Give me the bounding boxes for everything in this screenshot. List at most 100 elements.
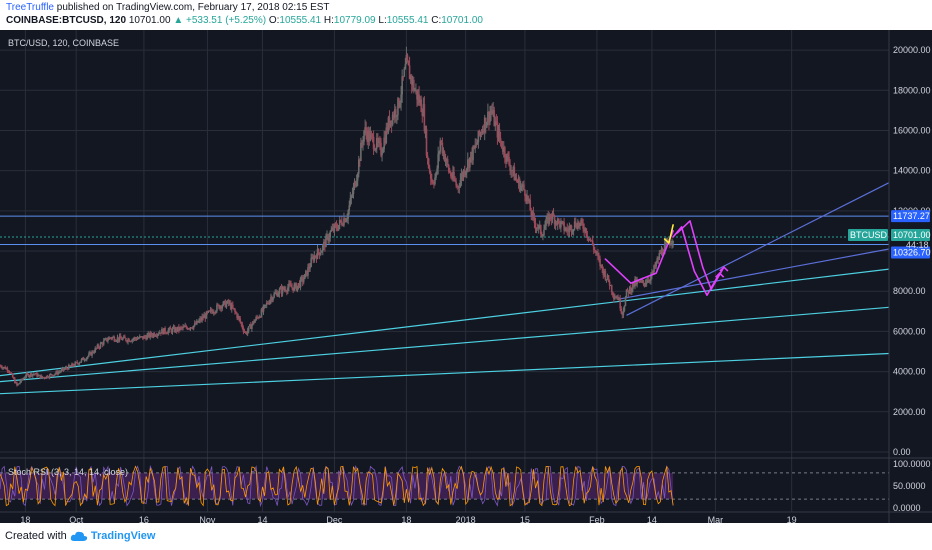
candle-body-200: [210, 309, 213, 312]
candle-body-299: [315, 256, 318, 259]
candle-body-68: [71, 363, 73, 366]
candle-body-333: [351, 193, 354, 196]
annotation-arrowhead-1: [719, 265, 729, 272]
candle-body-266: [280, 287, 283, 294]
candle-body-292: [308, 267, 310, 269]
trendline-2: [0, 268, 890, 377]
candle-body-458: [483, 117, 486, 133]
candle-body-95: [99, 343, 102, 348]
candle-body-258: [272, 297, 274, 301]
candle-body-341: [360, 142, 362, 162]
candle-body-347: [366, 133, 369, 142]
candle-body-598: [632, 282, 634, 290]
candle-body-487: [514, 177, 517, 181]
candle-body-616: [651, 271, 653, 276]
candle-body-24: [24, 376, 27, 378]
candle-body-501: [529, 199, 532, 211]
candle-body-243: [256, 317, 258, 319]
candle-body-177: [186, 327, 189, 330]
published-text: published on TradingView.com, February 1…: [56, 2, 330, 13]
candle-body-313: [330, 230, 333, 232]
candle-body-212: [223, 300, 226, 302]
candle-body-303: [319, 252, 322, 255]
candle-body-298: [314, 255, 317, 257]
candle-body-379: [400, 94, 402, 103]
candle-body-571: [603, 270, 606, 276]
candle-body-360: [380, 142, 382, 156]
candle-body-210: [221, 305, 224, 309]
candle-body-315: [332, 227, 335, 232]
candle-body-85: [89, 352, 91, 354]
candle-body-517: [546, 216, 548, 220]
candle-body-11: [10, 372, 13, 374]
candle-body-544: [574, 221, 577, 227]
candle-body-355: [374, 148, 377, 151]
time-tick-label: 19: [787, 515, 797, 523]
candle-body-215: [226, 300, 229, 304]
candle-body-550: [581, 219, 583, 224]
candle-body-54: [56, 371, 58, 375]
candle-body-211: [222, 301, 225, 306]
candle-body-450: [475, 144, 478, 146]
candle-body-443: [468, 159, 470, 168]
candle-body-137: [144, 336, 146, 338]
label-last-text: 10701.00: [893, 230, 931, 240]
candle-body-191: [201, 316, 203, 321]
candle-body-181: [190, 327, 193, 329]
candle-body-530: [560, 221, 562, 228]
candle-body-71: [74, 362, 76, 366]
candle-body-219: [230, 304, 233, 310]
candle-body-475: [501, 147, 504, 152]
candle-body-492: [519, 186, 522, 191]
candle-body-206: [217, 304, 219, 306]
candle-body-496: [524, 189, 526, 197]
candle-body-8: [7, 370, 10, 372]
candle-body-465: [491, 110, 493, 114]
candle-body-528: [558, 218, 560, 222]
candle-body-330: [348, 205, 351, 211]
candle-body-119: [125, 338, 127, 341]
candle-body-574: [606, 275, 609, 280]
candle-body-300: [316, 249, 319, 259]
candle-body-4: [3, 366, 6, 368]
candle-body-233: [245, 332, 248, 334]
candle-body-557: [588, 238, 591, 240]
candle-body-120: [126, 340, 128, 342]
chart-canvas[interactable]: BTC/USD, 120, COINBASE Stoch RSI (3, 3, …: [0, 30, 932, 523]
trendline-1: [0, 306, 890, 383]
candle-body-270: [284, 289, 287, 292]
price-tick-label: 4000.00: [893, 367, 926, 377]
candle-body-634: [670, 243, 672, 246]
candle-body-529: [559, 221, 561, 228]
candle-body-532: [562, 221, 564, 223]
candle-body-176: [185, 325, 188, 328]
candle-body-357: [377, 138, 379, 144]
candle-body-605: [639, 280, 642, 283]
candle-body-276: [291, 287, 293, 289]
candle-body-275: [290, 284, 292, 288]
candle-body-106: [111, 337, 113, 339]
candle-body-549: [580, 219, 582, 223]
candle-body-107: [112, 336, 115, 338]
candle-body-247: [260, 309, 263, 318]
candle-body-383: [404, 64, 407, 69]
candle-body-205: [216, 304, 218, 312]
candle-body-353: [372, 136, 375, 150]
candle-body-305: [321, 245, 324, 252]
candle-body-510: [538, 225, 541, 227]
candle-body-524: [553, 216, 556, 225]
candle-body-417: [440, 140, 443, 143]
candle-body-118: [124, 336, 126, 339]
author-link[interactable]: TreeTruffle: [6, 2, 54, 13]
candle-body-291: [307, 267, 309, 276]
candle-body-139: [146, 335, 148, 340]
candle-body-29: [29, 373, 32, 376]
candle-body-19: [19, 382, 21, 384]
candle-body-40: [41, 375, 44, 378]
candle-body-271: [286, 291, 288, 293]
tradingview-brand-link[interactable]: TradingView: [90, 530, 156, 542]
candle-body-217: [228, 302, 231, 304]
candle-body-397: [419, 99, 421, 103]
candle-body-58: [60, 369, 63, 372]
candle-body-109: [114, 340, 117, 342]
